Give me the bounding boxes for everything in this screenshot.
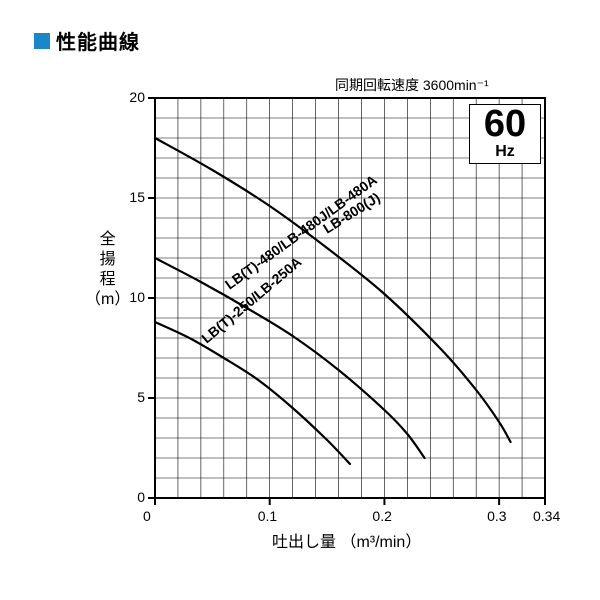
series-curve (155, 322, 350, 464)
y-tick-label: 0 (121, 489, 145, 505)
series-curve (155, 138, 511, 442)
page: 性能曲線 同期回転速度 3600min⁻¹ 全揚程（m） 吐出し量 （m³/mi… (0, 0, 600, 600)
y-tick-label: 5 (121, 389, 145, 405)
x-tick-label: 0.34 (533, 508, 560, 524)
y-tick-label: 15 (121, 189, 145, 205)
x-tick-label: 0 (143, 508, 151, 524)
y-tick-label: 20 (121, 89, 145, 105)
x-tick-label: 0.3 (487, 508, 506, 524)
y-tick-label: 10 (121, 289, 145, 305)
frequency-number: 60 (470, 105, 540, 143)
frequency-box: 60 Hz (469, 104, 541, 164)
frequency-unit: Hz (470, 143, 540, 161)
x-tick-label: 0.1 (258, 508, 277, 524)
performance-curve-chart: LB-800(J)LB(T)-480/LB-480J/LB-480ALB(T)-… (0, 0, 600, 600)
x-tick-label: 0.2 (372, 508, 391, 524)
